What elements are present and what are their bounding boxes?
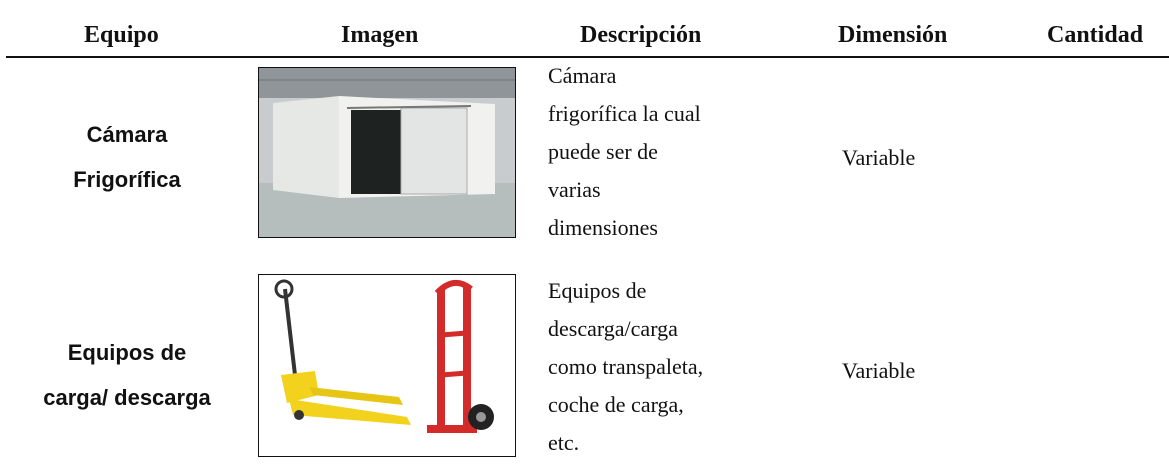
header-cell: Dimensión bbox=[838, 22, 948, 48]
cargo-equipment-drawing bbox=[259, 275, 515, 456]
header-cell: Equipo bbox=[84, 22, 159, 48]
equipo-line: Equipos de bbox=[67, 340, 187, 365]
description-line: dimensiones bbox=[548, 215, 658, 240]
dimension-cell: Variable bbox=[842, 358, 916, 383]
dimension-cell: Variable bbox=[842, 145, 916, 170]
description-line: Equipos de bbox=[548, 278, 647, 303]
header-cell: Cantidad bbox=[1047, 22, 1144, 48]
equipo-cell: Equipos de carga/ descarga bbox=[20, 330, 234, 420]
header-rule bbox=[6, 56, 1169, 58]
description-line: puede ser de bbox=[548, 139, 658, 164]
description-line: como transpaleta, bbox=[548, 354, 704, 379]
cargo-equipment-image bbox=[258, 274, 516, 457]
header-cell: Descripción bbox=[580, 22, 702, 48]
cold-room-drawing bbox=[259, 68, 515, 237]
description-cell: Equipos de descarga/carga como transpaleta… bbox=[548, 272, 703, 462]
description-line: varias bbox=[548, 177, 601, 202]
equipo-line: Frigorífica bbox=[73, 167, 181, 192]
equipo-cell: Cámara Frigorífica bbox=[20, 112, 234, 202]
equipo-line: Cámara bbox=[86, 122, 168, 147]
cold-room-image bbox=[258, 67, 516, 238]
description-line: frigorífica la cual bbox=[548, 101, 701, 126]
description-line: descarga/carga bbox=[548, 316, 678, 341]
description-line: etc. bbox=[548, 430, 580, 455]
header-cell: Imagen bbox=[341, 22, 419, 48]
equipo-line: carga/ descarga bbox=[43, 385, 211, 410]
description-line: coche de carga, bbox=[548, 392, 684, 417]
description-line: Cámara bbox=[548, 63, 617, 88]
description-cell: Cámara frigorífica la cual puede ser de var… bbox=[548, 57, 701, 247]
